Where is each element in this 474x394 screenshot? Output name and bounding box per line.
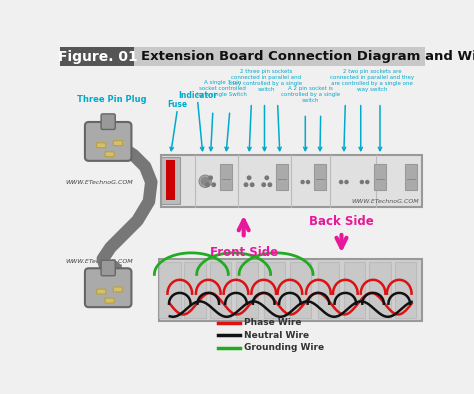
- FancyBboxPatch shape: [113, 141, 122, 146]
- Text: Neutral Wire: Neutral Wire: [244, 331, 309, 340]
- Circle shape: [265, 176, 269, 180]
- Circle shape: [301, 180, 304, 184]
- Text: Extension Board Connection Diagram and Wiring: Extension Board Connection Diagram and W…: [141, 50, 474, 63]
- Circle shape: [268, 183, 272, 186]
- FancyBboxPatch shape: [85, 122, 131, 161]
- FancyBboxPatch shape: [236, 262, 257, 318]
- FancyBboxPatch shape: [318, 262, 339, 318]
- FancyBboxPatch shape: [395, 262, 416, 318]
- Circle shape: [307, 180, 310, 184]
- FancyBboxPatch shape: [97, 289, 106, 294]
- Text: WWW.ETechnoG.COM: WWW.ETechnoG.COM: [65, 259, 133, 264]
- FancyBboxPatch shape: [314, 164, 326, 190]
- Text: WWW.ETechnoG.COM: WWW.ETechnoG.COM: [352, 199, 419, 204]
- Circle shape: [360, 180, 364, 184]
- FancyBboxPatch shape: [105, 152, 114, 157]
- FancyBboxPatch shape: [113, 287, 122, 292]
- FancyBboxPatch shape: [405, 164, 417, 190]
- FancyBboxPatch shape: [374, 164, 386, 190]
- Circle shape: [366, 180, 369, 184]
- Circle shape: [339, 180, 343, 184]
- Text: Indicator: Indicator: [178, 91, 217, 100]
- Text: Front Side: Front Side: [210, 246, 278, 259]
- Circle shape: [212, 183, 215, 186]
- Text: Fuse: Fuse: [167, 100, 188, 109]
- Circle shape: [250, 183, 254, 186]
- Text: 2 three pin sockets
connected in parallel and
they controlled by a single
switch: 2 three pin sockets connected in paralle…: [229, 69, 302, 93]
- FancyBboxPatch shape: [210, 262, 231, 318]
- Circle shape: [262, 183, 265, 186]
- Circle shape: [201, 177, 209, 185]
- FancyBboxPatch shape: [161, 155, 422, 207]
- FancyBboxPatch shape: [166, 160, 175, 200]
- Circle shape: [209, 176, 212, 180]
- Text: Phase Wire: Phase Wire: [244, 318, 301, 327]
- Text: 2 two pin sockets are
connected in parallel and they
are controlled by a single : 2 two pin sockets are connected in paral…: [330, 69, 414, 93]
- FancyBboxPatch shape: [369, 262, 391, 318]
- FancyBboxPatch shape: [105, 298, 114, 303]
- FancyBboxPatch shape: [220, 164, 232, 190]
- FancyBboxPatch shape: [60, 47, 134, 66]
- FancyBboxPatch shape: [161, 157, 180, 204]
- FancyBboxPatch shape: [264, 262, 285, 318]
- Text: Back Side: Back Side: [309, 215, 374, 228]
- FancyBboxPatch shape: [290, 262, 311, 318]
- Text: Three Pin Plug: Three Pin Plug: [77, 95, 147, 104]
- FancyBboxPatch shape: [159, 259, 422, 321]
- FancyBboxPatch shape: [184, 262, 206, 318]
- FancyBboxPatch shape: [97, 143, 106, 148]
- Text: A single 3 pin
socket controlled
by a single Switch: A single 3 pin socket controlled by a si…: [197, 80, 247, 97]
- Circle shape: [206, 183, 209, 186]
- FancyBboxPatch shape: [159, 262, 181, 318]
- FancyBboxPatch shape: [101, 260, 115, 276]
- Text: A 2 pin socket is
controlled by a single
switch: A 2 pin socket is controlled by a single…: [281, 86, 340, 103]
- FancyBboxPatch shape: [276, 164, 288, 190]
- FancyBboxPatch shape: [134, 47, 425, 66]
- Circle shape: [244, 183, 248, 186]
- Circle shape: [345, 180, 348, 184]
- Circle shape: [199, 175, 211, 188]
- FancyBboxPatch shape: [101, 114, 115, 130]
- FancyBboxPatch shape: [85, 268, 131, 307]
- Text: Grounding Wire: Grounding Wire: [244, 343, 324, 352]
- Text: Figure. 01: Figure. 01: [57, 50, 137, 63]
- Circle shape: [247, 176, 251, 180]
- FancyBboxPatch shape: [344, 262, 365, 318]
- Text: WWW.ETechnoG.COM: WWW.ETechnoG.COM: [65, 180, 133, 184]
